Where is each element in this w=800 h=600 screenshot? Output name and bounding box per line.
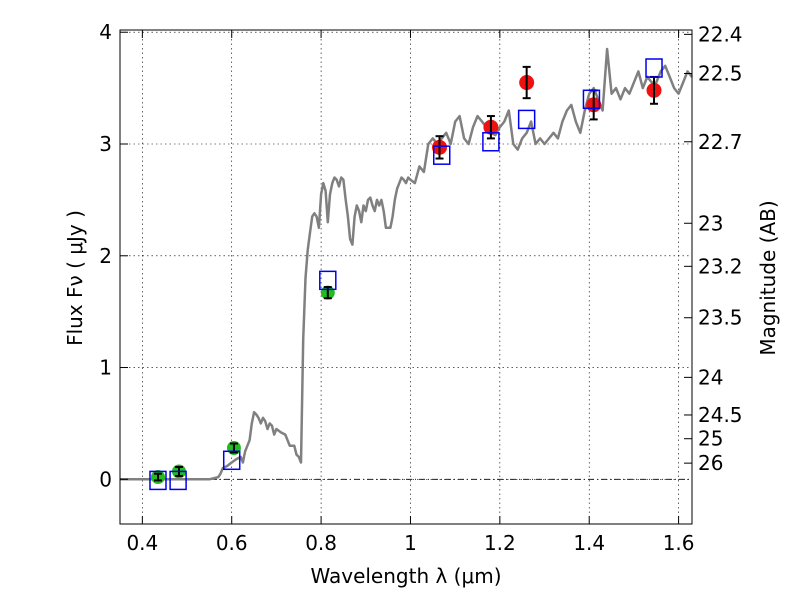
model-photometry-square (169, 470, 187, 491)
y-tick-label: 0 (99, 467, 112, 491)
y-axis-title: Flux Fν ( μJy ) (63, 210, 87, 346)
y2-tick-label: 25 (698, 427, 723, 451)
y2-axis-title: Magnitude (AB) (756, 200, 780, 355)
y2-tick-label: 24 (698, 365, 723, 389)
y2-tick-label: 22.4 (698, 22, 743, 46)
y2-tick-label: 23 (698, 211, 723, 235)
plot-frame (119, 29, 693, 525)
y2-tick-label: 26 (698, 451, 723, 475)
y2-tick-label: 23.5 (698, 306, 743, 330)
model-photometry-square (482, 132, 500, 152)
model-photometry-square (582, 89, 601, 110)
x-tick-label: 0.8 (305, 531, 337, 555)
x-tick-label: 0.4 (126, 531, 158, 555)
x-tick-label: 0.6 (216, 531, 248, 555)
photometry-points (149, 58, 663, 491)
model-photometry-square (517, 109, 536, 130)
grid (120, 30, 692, 524)
x-axis-title: Wavelength λ (μm) (310, 564, 501, 588)
model-photometry-square (149, 470, 167, 491)
y2-tick-label: 22.7 (698, 130, 743, 154)
model-photometry-square (319, 270, 337, 291)
x-tick-label: 1.4 (573, 531, 605, 555)
y-tick-label: 2 (99, 244, 112, 268)
y-tick-label: 3 (99, 132, 112, 156)
model-photometry-square (433, 145, 451, 165)
x-tick-label: 1.6 (663, 531, 695, 555)
y2-tick-label: 23.2 (698, 254, 743, 278)
y-tick-label: 1 (99, 356, 112, 380)
model-sed-line (120, 47, 693, 481)
model-sed (120, 47, 693, 481)
x-tick-label: 1.2 (484, 531, 516, 555)
y2-tick-label: 22.5 (698, 62, 743, 86)
y-tick-label: 4 (99, 20, 112, 44)
x-tick-label: 1 (404, 531, 417, 555)
y2-tick-label: 24.5 (698, 403, 743, 427)
model-photometry-square (222, 450, 241, 471)
model-photometry-square (645, 58, 663, 78)
axis-ticks (120, 30, 692, 524)
